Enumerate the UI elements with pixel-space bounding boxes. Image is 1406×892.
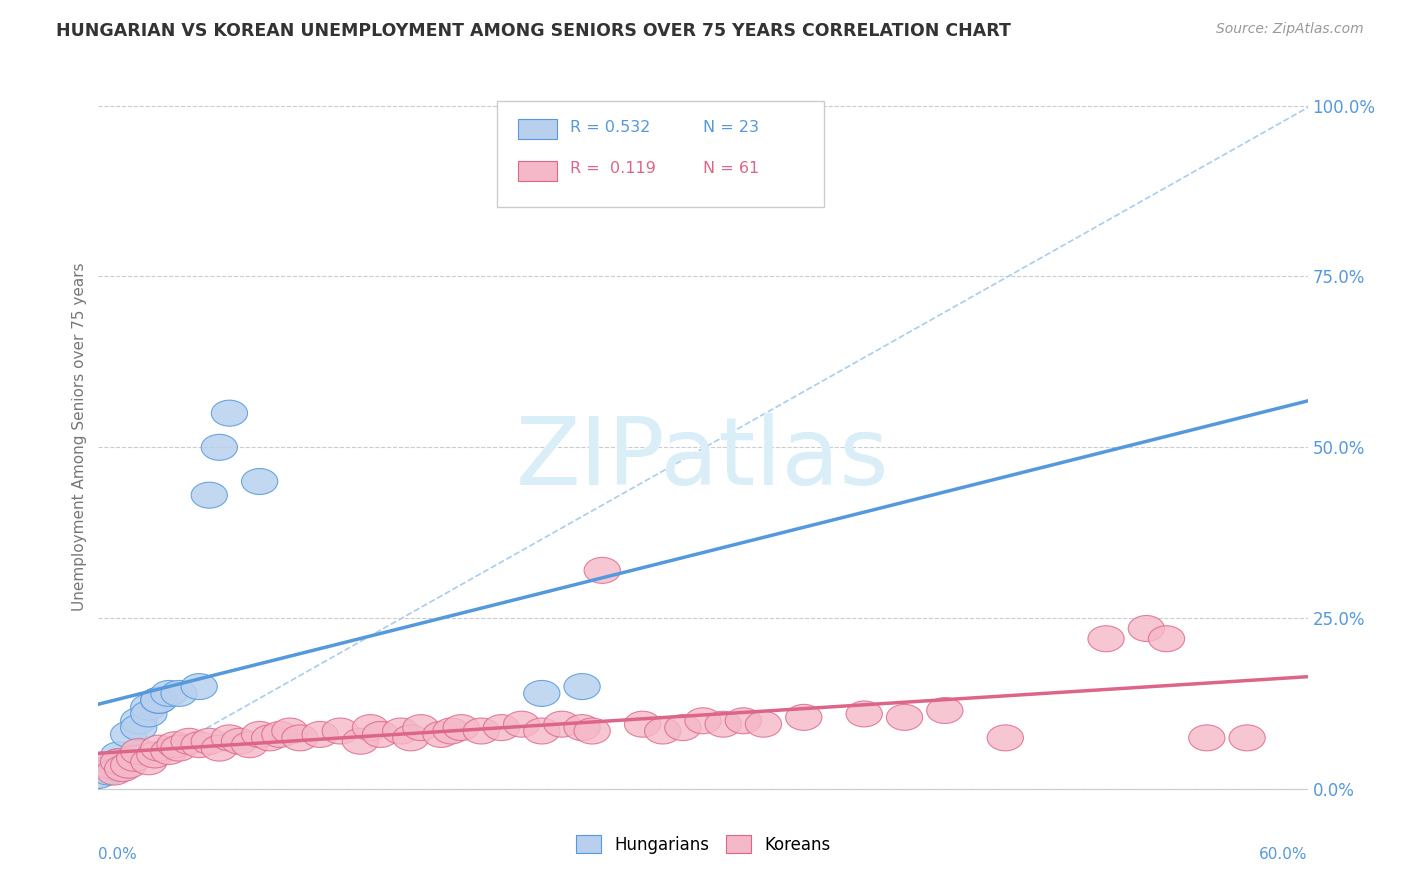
FancyBboxPatch shape <box>498 101 824 207</box>
Ellipse shape <box>564 673 600 699</box>
Ellipse shape <box>136 742 173 768</box>
Ellipse shape <box>342 728 378 755</box>
Ellipse shape <box>150 739 187 764</box>
Legend: Hungarians, Koreans: Hungarians, Koreans <box>569 829 837 860</box>
Ellipse shape <box>191 728 228 755</box>
Ellipse shape <box>242 722 278 747</box>
Ellipse shape <box>402 714 439 740</box>
Text: 60.0%: 60.0% <box>1260 847 1308 862</box>
Ellipse shape <box>927 698 963 723</box>
Ellipse shape <box>322 718 359 744</box>
Ellipse shape <box>463 718 499 744</box>
Ellipse shape <box>281 725 318 751</box>
Ellipse shape <box>111 752 146 778</box>
Ellipse shape <box>141 687 177 714</box>
Ellipse shape <box>503 711 540 737</box>
Ellipse shape <box>121 714 157 740</box>
Ellipse shape <box>644 718 681 744</box>
Ellipse shape <box>121 707 157 734</box>
Ellipse shape <box>131 701 167 727</box>
Ellipse shape <box>252 725 288 751</box>
Ellipse shape <box>100 748 136 775</box>
Ellipse shape <box>90 759 127 785</box>
Ellipse shape <box>201 434 238 460</box>
Ellipse shape <box>523 718 560 744</box>
Ellipse shape <box>1188 725 1225 751</box>
Ellipse shape <box>150 681 187 706</box>
Ellipse shape <box>141 687 177 714</box>
Text: N = 61: N = 61 <box>703 161 759 176</box>
Ellipse shape <box>443 714 479 740</box>
Ellipse shape <box>172 728 207 755</box>
Ellipse shape <box>363 722 399 747</box>
Ellipse shape <box>1149 626 1185 652</box>
Ellipse shape <box>160 681 197 706</box>
Ellipse shape <box>1088 626 1125 652</box>
Ellipse shape <box>523 681 560 706</box>
Text: R =  0.119: R = 0.119 <box>569 161 655 176</box>
Ellipse shape <box>100 756 136 781</box>
Ellipse shape <box>886 705 922 731</box>
Ellipse shape <box>111 722 146 747</box>
Ellipse shape <box>80 763 117 789</box>
Ellipse shape <box>745 711 782 737</box>
Y-axis label: Unemployment Among Seniors over 75 years: Unemployment Among Seniors over 75 years <box>72 263 87 611</box>
Ellipse shape <box>423 722 460 747</box>
Ellipse shape <box>90 756 127 781</box>
Ellipse shape <box>544 711 581 737</box>
Ellipse shape <box>211 725 247 751</box>
Text: ZIPatlas: ZIPatlas <box>516 413 890 505</box>
Ellipse shape <box>302 722 339 747</box>
Ellipse shape <box>846 701 883 727</box>
Ellipse shape <box>1128 615 1164 641</box>
Text: Source: ZipAtlas.com: Source: ZipAtlas.com <box>1216 22 1364 37</box>
Ellipse shape <box>160 735 197 761</box>
Ellipse shape <box>1229 725 1265 751</box>
Ellipse shape <box>221 728 257 755</box>
Ellipse shape <box>181 731 218 757</box>
Ellipse shape <box>121 739 157 764</box>
Text: HUNGARIAN VS KOREAN UNEMPLOYMENT AMONG SENIORS OVER 75 YEARS CORRELATION CHART: HUNGARIAN VS KOREAN UNEMPLOYMENT AMONG S… <box>56 22 1011 40</box>
Ellipse shape <box>104 756 141 781</box>
Ellipse shape <box>353 714 388 740</box>
Ellipse shape <box>262 722 298 747</box>
Ellipse shape <box>685 707 721 734</box>
Ellipse shape <box>117 746 153 772</box>
Ellipse shape <box>704 711 741 737</box>
Text: N = 23: N = 23 <box>703 120 759 136</box>
Ellipse shape <box>191 483 228 508</box>
Ellipse shape <box>131 694 167 720</box>
Ellipse shape <box>242 468 278 494</box>
Ellipse shape <box>583 558 620 583</box>
Ellipse shape <box>725 707 762 734</box>
Ellipse shape <box>433 718 470 744</box>
Bar <box>517 119 557 139</box>
Ellipse shape <box>211 401 247 426</box>
Ellipse shape <box>157 731 193 757</box>
Ellipse shape <box>90 752 127 778</box>
Text: R = 0.532: R = 0.532 <box>569 120 651 136</box>
Ellipse shape <box>564 714 600 740</box>
Bar <box>517 161 557 181</box>
Ellipse shape <box>181 673 218 699</box>
Ellipse shape <box>574 718 610 744</box>
Ellipse shape <box>141 735 177 761</box>
Ellipse shape <box>624 711 661 737</box>
Ellipse shape <box>111 748 146 775</box>
Ellipse shape <box>484 714 520 740</box>
Ellipse shape <box>271 718 308 744</box>
Text: 0.0%: 0.0% <box>98 847 138 862</box>
Ellipse shape <box>97 759 132 785</box>
Ellipse shape <box>232 731 267 757</box>
Ellipse shape <box>786 705 823 731</box>
Ellipse shape <box>665 714 702 740</box>
Ellipse shape <box>100 748 136 775</box>
Ellipse shape <box>392 725 429 751</box>
Ellipse shape <box>382 718 419 744</box>
Ellipse shape <box>201 735 238 761</box>
Ellipse shape <box>100 742 136 768</box>
Ellipse shape <box>131 748 167 775</box>
Ellipse shape <box>987 725 1024 751</box>
